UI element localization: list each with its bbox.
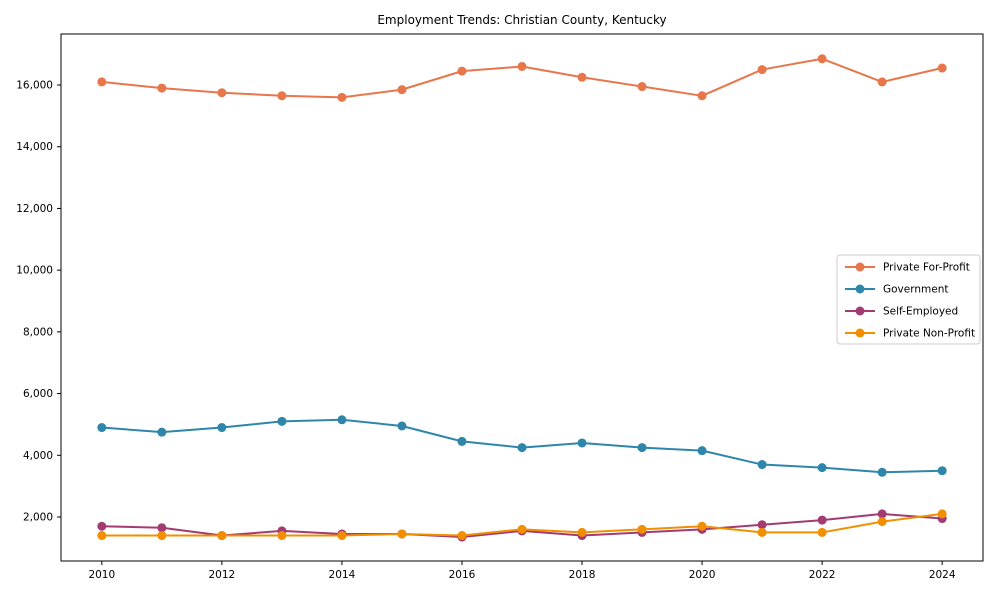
- series-marker-private-for-profit: [217, 88, 227, 98]
- series-marker-private-for-profit: [397, 85, 407, 95]
- series-marker-private-non-profit: [217, 531, 227, 541]
- series-marker-government: [337, 415, 347, 425]
- series-marker-government: [217, 423, 227, 433]
- series-marker-private-for-profit: [637, 82, 647, 92]
- series-marker-private-non-profit: [577, 527, 587, 537]
- series-marker-private-non-profit: [157, 531, 167, 541]
- series-marker-private-non-profit: [457, 531, 467, 541]
- x-tick-label: 2024: [929, 569, 956, 581]
- y-tick-label: 6,000: [23, 388, 53, 400]
- series-marker-government: [637, 443, 647, 453]
- y-tick-label: 14,000: [16, 141, 53, 153]
- legend-label: Private For-Profit: [883, 262, 970, 274]
- series-marker-government: [157, 427, 167, 437]
- series-marker-private-for-profit: [937, 63, 947, 73]
- series-marker-private-non-profit: [637, 524, 647, 534]
- series-marker-government: [97, 423, 107, 433]
- x-tick-label: 2022: [809, 569, 836, 581]
- plot-border: [60, 33, 984, 562]
- series-marker-government: [277, 416, 287, 426]
- series-marker-self-employed: [817, 515, 827, 525]
- series-marker-government: [877, 467, 887, 477]
- series-marker-private-non-profit: [277, 531, 287, 541]
- series-marker-government: [457, 436, 467, 446]
- x-tick-label: 2010: [88, 569, 115, 581]
- series-marker-private-non-profit: [757, 527, 767, 537]
- series-marker-government: [757, 460, 767, 470]
- y-tick-label: 8,000: [23, 326, 53, 338]
- series-marker-government: [697, 446, 707, 456]
- x-tick-label: 2012: [209, 569, 236, 581]
- x-tick-label: 2016: [449, 569, 476, 581]
- series-marker-private-non-profit: [817, 527, 827, 537]
- y-tick-label: 12,000: [16, 203, 53, 215]
- series-marker-private-non-profit: [877, 517, 887, 527]
- legend-marker-dot: [855, 262, 865, 272]
- legend-label: Private Non-Profit: [883, 328, 975, 340]
- chart-title: Employment Trends: Christian County, Ken…: [377, 13, 667, 27]
- legend-box: [836, 254, 981, 345]
- legend-marker-dot: [855, 306, 865, 316]
- legend-marker-dot: [855, 284, 865, 294]
- series-marker-government: [397, 421, 407, 431]
- series-marker-private-non-profit: [697, 521, 707, 531]
- series-marker-private-for-profit: [337, 92, 347, 102]
- series-marker-government: [517, 443, 527, 453]
- series-marker-private-non-profit: [517, 524, 527, 534]
- series-marker-private-for-profit: [817, 54, 827, 64]
- series-marker-private-for-profit: [757, 65, 767, 75]
- series-marker-private-for-profit: [97, 77, 107, 87]
- series-marker-private-for-profit: [457, 66, 467, 76]
- series-marker-private-for-profit: [697, 91, 707, 101]
- series-marker-self-employed: [757, 520, 767, 530]
- series-marker-private-non-profit: [97, 531, 107, 541]
- legend-marker-dot: [855, 328, 865, 338]
- series-marker-private-for-profit: [277, 91, 287, 101]
- series-marker-private-for-profit: [157, 83, 167, 93]
- legend-label: Government: [883, 284, 948, 296]
- series-marker-private-for-profit: [517, 61, 527, 71]
- y-tick-label: 16,000: [16, 80, 53, 92]
- series-marker-private-non-profit: [337, 531, 347, 541]
- series-marker-government: [937, 466, 947, 476]
- series-marker-private-for-profit: [877, 77, 887, 87]
- series-marker-self-employed: [97, 521, 107, 531]
- series-marker-self-employed: [877, 509, 887, 519]
- x-tick-label: 2014: [329, 569, 356, 581]
- legend-label: Self-Employed: [883, 306, 958, 318]
- series-marker-private-for-profit: [577, 72, 587, 82]
- series-marker-self-employed: [157, 523, 167, 533]
- x-tick-label: 2020: [689, 569, 716, 581]
- series-marker-government: [577, 438, 587, 448]
- x-tick-label: 2018: [569, 569, 596, 581]
- y-tick-label: 2,000: [23, 511, 53, 523]
- series-marker-private-non-profit: [937, 509, 947, 519]
- series-marker-private-non-profit: [397, 529, 407, 539]
- series-marker-government: [817, 463, 827, 473]
- y-tick-label: 4,000: [23, 450, 53, 462]
- y-tick-label: 10,000: [16, 265, 53, 277]
